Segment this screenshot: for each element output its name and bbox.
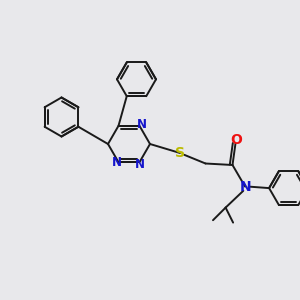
Text: N: N (136, 118, 147, 131)
Text: N: N (134, 158, 145, 171)
Text: N: N (239, 180, 251, 194)
Text: N: N (111, 156, 122, 169)
Text: S: S (175, 146, 185, 160)
Text: O: O (230, 134, 242, 147)
